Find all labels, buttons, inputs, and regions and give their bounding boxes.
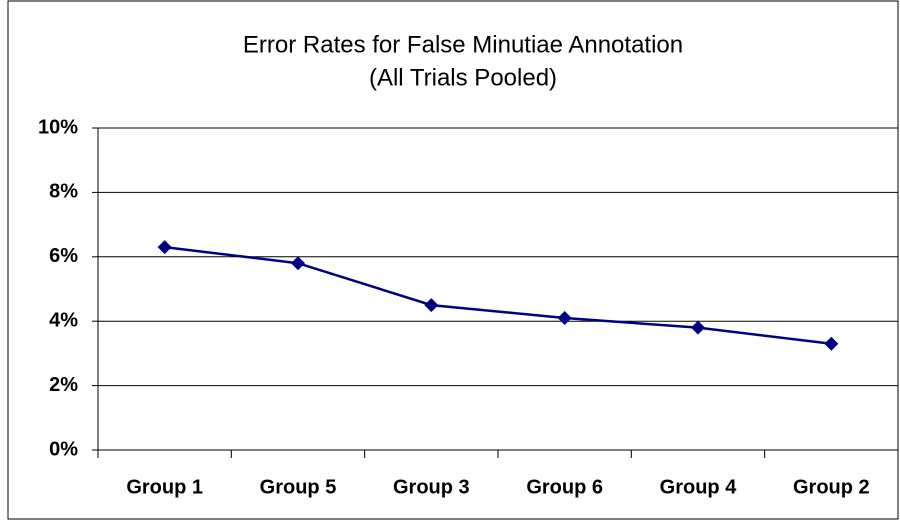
marker	[291, 256, 305, 271]
marker	[824, 336, 839, 351]
x-tick-label: Group 4	[660, 476, 738, 498]
chart-border	[7, 0, 899, 520]
line	[164, 245, 832, 345]
x-tick-label: Group 3	[393, 476, 470, 498]
x-tick-label: Group 2	[793, 476, 870, 498]
y-tick-label: 6%	[49, 245, 78, 267]
x-tick-label: Group 1	[126, 476, 203, 498]
y-tick-label: 10%	[38, 116, 78, 138]
x-tick-label: Group 6	[526, 476, 603, 498]
marker	[157, 240, 172, 255]
y-tick-label: 4%	[49, 309, 78, 331]
marker	[691, 320, 705, 335]
x-tick-label: Group 5	[260, 476, 337, 498]
y-tick-label: 0%	[49, 438, 78, 460]
marker	[424, 298, 439, 313]
y-tick-label: 2%	[49, 374, 78, 396]
y-tick-label: 8%	[49, 181, 78, 203]
chart-title: Error Rates for False Minutiae Annotatio…	[243, 31, 683, 58]
chart-title: (All Trials Pooled)	[369, 64, 557, 91]
marker	[557, 310, 572, 325]
